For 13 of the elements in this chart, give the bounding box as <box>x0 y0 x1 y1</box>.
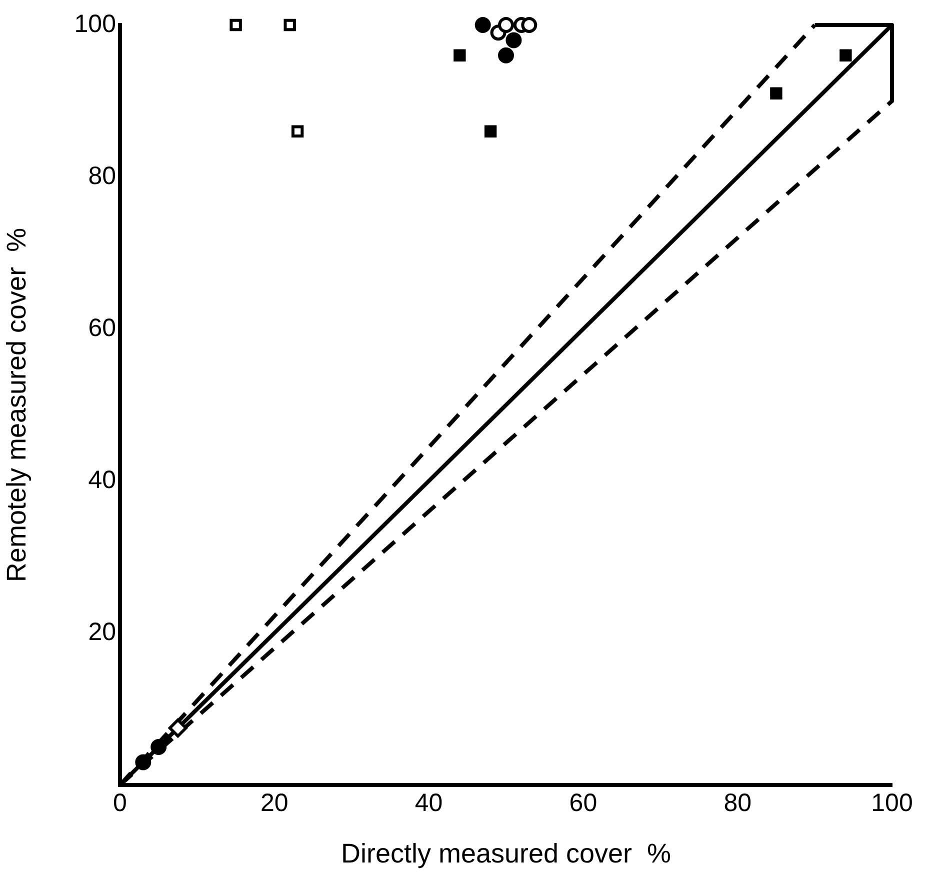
x-tick-label: 40 <box>414 788 443 817</box>
x-tick-label: 60 <box>569 788 598 817</box>
y-tick-label: 40 <box>88 466 116 494</box>
y-tick-label: 20 <box>88 618 116 646</box>
x-tick-label: 80 <box>724 788 752 817</box>
x-tick-label: 20 <box>260 788 288 817</box>
y-tick-label: 80 <box>88 162 116 190</box>
x-axis-title: Directly measured cover % <box>340 838 672 868</box>
y-tick-label: 60 <box>88 314 116 342</box>
y-axis-title: Remotely measured cover % <box>2 228 32 582</box>
x-tick-label: 0 <box>113 788 127 817</box>
y-tick-label: 100 <box>74 10 116 38</box>
x-tick-label: 100 <box>871 788 913 817</box>
